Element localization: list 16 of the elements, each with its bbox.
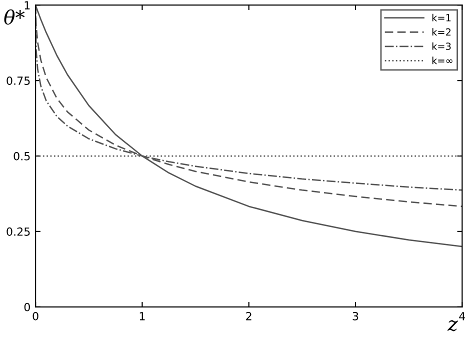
legend-label: k=2 bbox=[432, 28, 451, 36]
legend-label: k=1 bbox=[432, 14, 451, 22]
y-tick-label: 0.25 bbox=[6, 227, 30, 236]
y-tick-label: 0 bbox=[24, 302, 30, 312]
x-tick-label: 0 bbox=[32, 312, 38, 320]
x-tick-label: 3 bbox=[352, 312, 358, 320]
y-tick-label: 1 bbox=[24, 1, 30, 10]
y-tick-label: 0.5 bbox=[14, 152, 30, 160]
y-axis-title: θ* bbox=[4, 9, 25, 25]
x-tick-label: 4 bbox=[459, 312, 466, 320]
legend-label: k=3 bbox=[432, 42, 451, 50]
x-tick-label: 1 bbox=[140, 312, 145, 320]
y-tick-label: 0.75 bbox=[6, 76, 30, 85]
legend-label: k=∞ bbox=[432, 56, 452, 64]
x-axis-title: z bbox=[447, 320, 458, 332]
x-tick-label: 2 bbox=[246, 312, 252, 320]
